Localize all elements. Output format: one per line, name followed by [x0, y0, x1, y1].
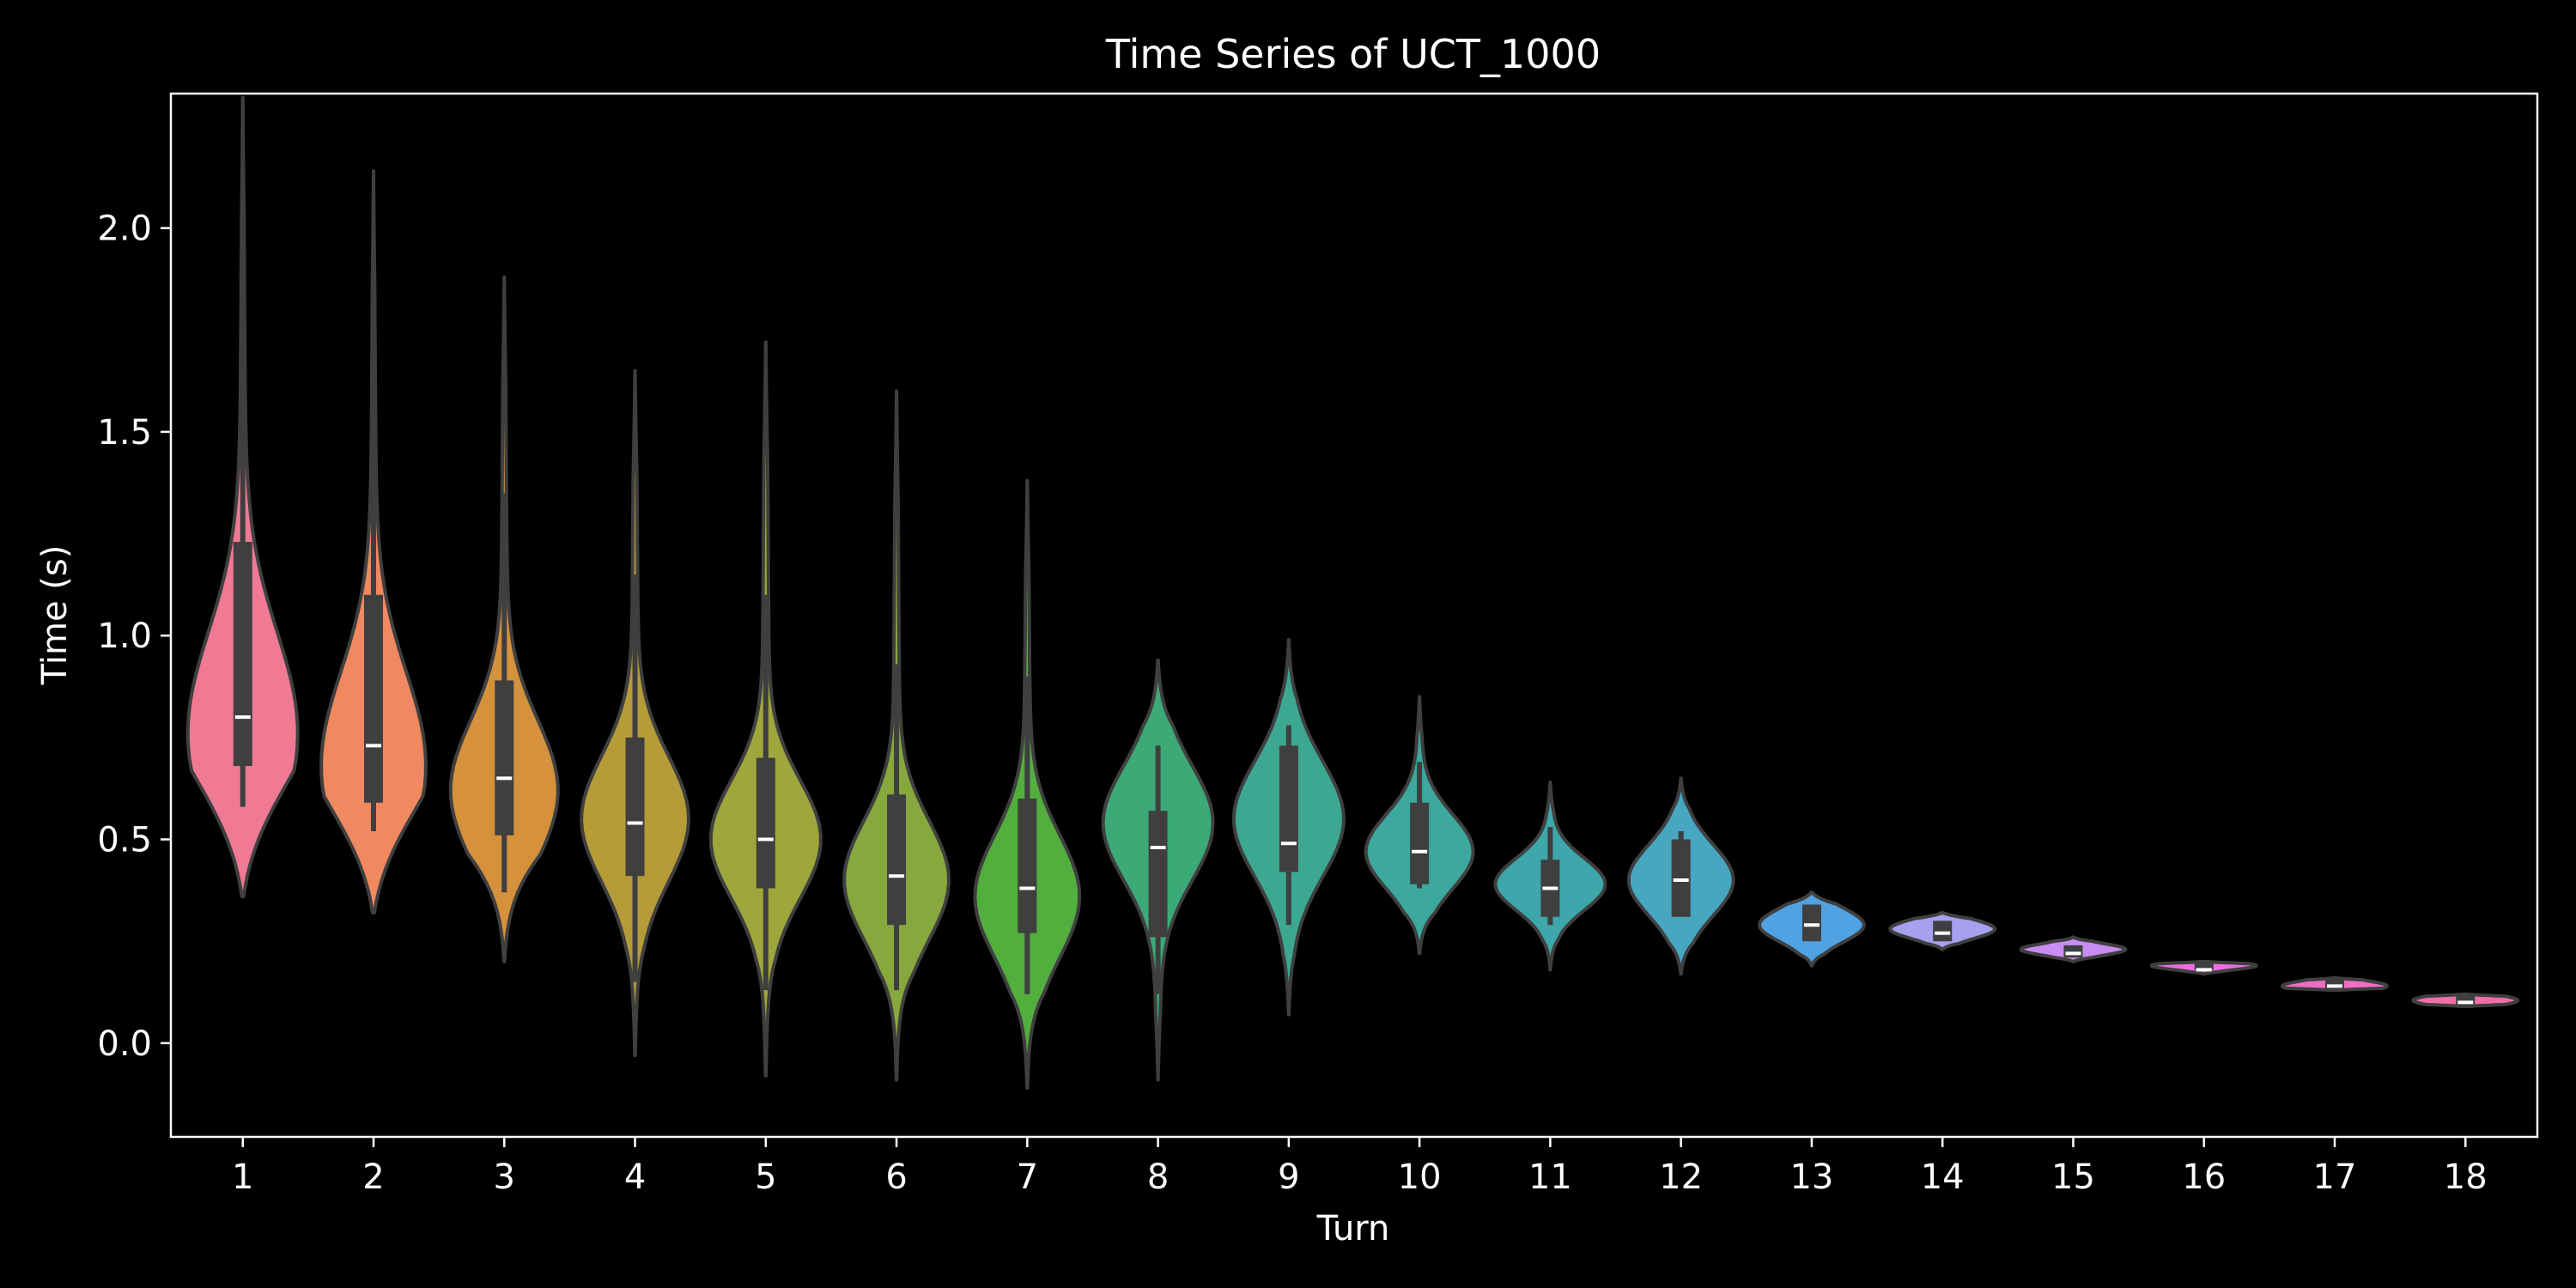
x-tick-label: 2	[362, 1157, 384, 1197]
x-tick-label: 6	[885, 1157, 907, 1197]
x-tick-label: 16	[2182, 1157, 2226, 1197]
iqr-box-turn-4	[625, 737, 645, 877]
x-tick-label: 12	[1659, 1157, 1703, 1197]
x-tick-label: 1	[232, 1157, 253, 1197]
iqr-box-turn-2	[364, 594, 384, 803]
x-tick-label: 13	[1789, 1157, 1833, 1197]
iqr-box-turn-18	[2456, 993, 2476, 1007]
iqr-box-turn-12	[1671, 839, 1691, 917]
y-tick-label: 1.0	[97, 617, 152, 656]
violins-group	[185, 95, 2520, 1090]
iqr-box-turn-16	[2194, 961, 2214, 970]
y-tick-label: 0.5	[97, 821, 152, 860]
plot-frame	[169, 92, 2539, 1139]
y-axis-label: Time (s)	[35, 545, 75, 686]
iqr-box-turn-13	[1801, 904, 1821, 942]
iqr-box-turn-7	[1018, 799, 1037, 933]
iqr-box-turn-1	[233, 542, 252, 767]
x-tick-label: 9	[1278, 1157, 1299, 1197]
y-tick-label: 1.5	[97, 413, 152, 453]
y-tick-label: 2.0	[97, 210, 152, 249]
x-tick-label: 7	[1017, 1157, 1038, 1197]
chart-title: Time Series of UCT_1000	[1105, 31, 1601, 77]
iqr-box-turn-9	[1279, 745, 1298, 872]
x-tick-label: 11	[1528, 1157, 1572, 1197]
iqr-box-turn-3	[495, 680, 514, 835]
iqr-box-turn-10	[1410, 802, 1430, 884]
x-axis-label: Turn	[1316, 1209, 1390, 1249]
iqr-box-turn-6	[887, 794, 907, 926]
iqr-box-turn-17	[2324, 977, 2344, 991]
iqr-box-turn-5	[756, 757, 775, 889]
x-tick-label: 17	[2313, 1157, 2357, 1197]
iqr-box-turn-14	[1933, 920, 1953, 942]
y-tick-label: 0.0	[97, 1024, 152, 1064]
x-tick-label: 8	[1147, 1157, 1169, 1197]
iqr-box-turn-8	[1148, 811, 1168, 938]
x-tick-label: 18	[2444, 1157, 2488, 1197]
x-tick-label: 5	[755, 1157, 776, 1197]
y-axis: 0.0 0.5 1.0 1.5 2.0	[97, 210, 171, 1064]
x-tick-label: 3	[494, 1157, 515, 1197]
x-axis: 1 2 3 4 5 6 7 8 9 10 11 12 13 14 15 16 17 18	[232, 1137, 2488, 1197]
iqr-box-turn-15	[2063, 945, 2083, 958]
x-tick-label: 10	[1398, 1157, 1442, 1197]
x-tick-label: 14	[1921, 1157, 1965, 1197]
x-tick-label: 15	[2051, 1157, 2095, 1197]
x-tick-label: 4	[624, 1157, 646, 1197]
